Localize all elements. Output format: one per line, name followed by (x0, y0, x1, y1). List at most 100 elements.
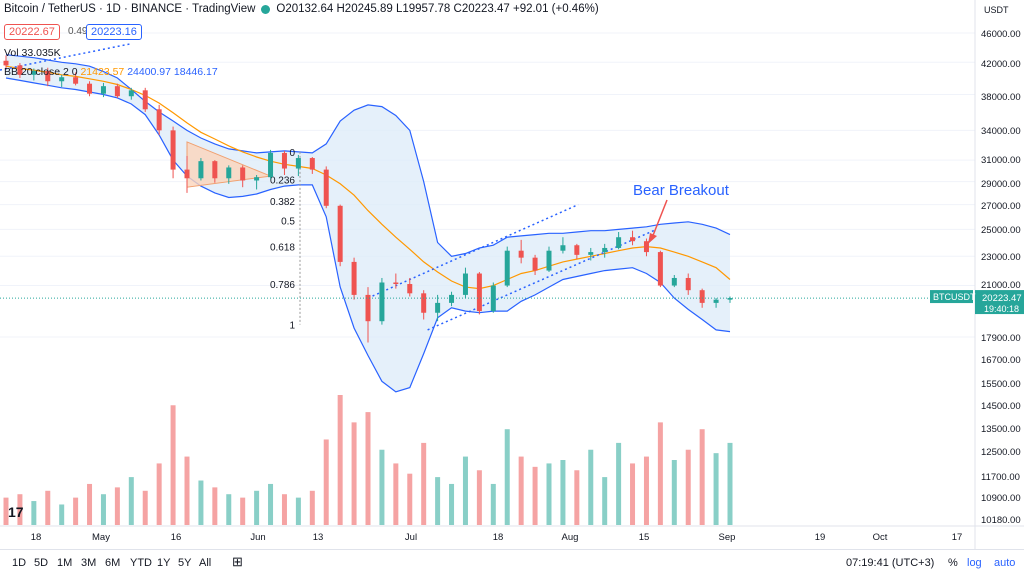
volume-bar (254, 490, 260, 525)
candle-body (240, 167, 246, 181)
candle-body (184, 169, 190, 179)
price-axis-bg (975, 0, 1024, 549)
chart-header: Bitcoin / TetherUS · 1D · BINANCE · Trad… (4, 3, 599, 15)
candle-body (100, 86, 106, 94)
time-tick-label: 18 (493, 532, 504, 543)
volume-bar (560, 460, 566, 525)
candle-body (476, 273, 482, 312)
timeframe-6m[interactable]: 6M (105, 557, 121, 569)
candle-body (462, 273, 468, 295)
time-tick-label: 16 (171, 532, 182, 543)
log-toggle[interactable]: log (967, 557, 982, 569)
candle-body (727, 298, 733, 300)
candle-body (198, 161, 204, 179)
candle-body (295, 158, 301, 169)
volume-bar (421, 442, 427, 525)
bollinger-indicator-label[interactable]: BB 20 close 2 0 21423.57 24400.97 18446.… (4, 66, 218, 78)
volume-bar (128, 477, 134, 525)
fib-level-label: 0.5 (281, 217, 295, 228)
annotation-arrowhead (648, 233, 657, 244)
volume-bar (476, 470, 482, 525)
volume-bar (3, 497, 9, 525)
bollinger-band-fill (6, 54, 730, 392)
price-tick-label: 21000.00 (981, 280, 1021, 291)
symbol-tag-bg (930, 290, 973, 304)
candle-body (309, 158, 315, 170)
volume-bar (87, 483, 93, 525)
candle-body (128, 90, 134, 97)
auto-toggle[interactable]: auto (994, 557, 1016, 569)
volume-bar (31, 501, 37, 525)
volume-bar (699, 429, 705, 525)
timeframe-all[interactable]: All (199, 557, 212, 569)
volume-bar (462, 456, 468, 525)
volume-bar (281, 494, 287, 525)
fib-level-label: 0.236 (270, 175, 295, 186)
candle-body (351, 261, 357, 295)
price-tick-label: 16700.00 (981, 355, 1021, 366)
timeframe-5y[interactable]: 5Y (178, 557, 192, 569)
candle-body (45, 70, 51, 82)
time-tick-label: Sep (719, 532, 736, 543)
timeframe-ytd[interactable]: YTD (130, 557, 152, 569)
volume-bar (240, 497, 246, 525)
clock-readout[interactable]: 07:19:41 (UTC+3) (846, 557, 935, 569)
volume-indicator-label[interactable]: Vol 33.035K (4, 47, 61, 59)
volume-bar (643, 456, 649, 525)
candle-body (630, 237, 636, 242)
candle-body (504, 250, 510, 286)
volume-bar (616, 442, 622, 525)
symbol-title[interactable]: Bitcoin / TetherUS · 1D · BINANCE · Trad… (4, 3, 256, 15)
time-tick-label: May (92, 532, 110, 543)
candle-body (602, 247, 608, 253)
candle-body (31, 70, 37, 75)
candle-body (657, 252, 663, 286)
volume-bar (727, 442, 733, 525)
time-tick-label: 13 (313, 532, 324, 543)
volume-bar (309, 490, 315, 525)
candle-body (532, 257, 538, 271)
candle-body (699, 290, 705, 303)
volume-bar (379, 449, 385, 525)
timeframe-1y[interactable]: 1Y (157, 557, 171, 569)
volume-bar (671, 460, 677, 525)
timeframe-5d[interactable]: 5D (34, 557, 49, 569)
volume-bar (393, 463, 399, 525)
early-trendline (0, 42, 132, 71)
time-tick-label: 17 (952, 532, 963, 543)
timeframe-1m[interactable]: 1M (57, 557, 73, 569)
bear-breakout-annotation: Bear Breakout (633, 182, 730, 199)
price-tick-label: 10900.00 (981, 493, 1021, 504)
timeframe-1d[interactable]: 1D (12, 557, 27, 569)
candle-body (268, 152, 274, 178)
volume-bar (212, 487, 218, 525)
candle-body (142, 90, 148, 110)
price-tick-label: 15500.00 (981, 379, 1021, 390)
candle-body (685, 277, 691, 291)
buy-price-box[interactable]: 20223.16 (86, 24, 142, 40)
candle-body (212, 161, 218, 179)
candle-body (421, 293, 427, 313)
date-range-icon[interactable]: ⊞ (232, 554, 243, 569)
volume-bar (114, 487, 120, 525)
candle-body (407, 284, 413, 294)
time-tick-label: 15 (639, 532, 650, 543)
timeframe-3m[interactable]: 3M (81, 557, 97, 569)
volume-bar (574, 470, 580, 525)
volume-bar (504, 429, 510, 525)
price-tag-value: 20223.47 (982, 293, 1022, 304)
volume-bar (17, 494, 23, 525)
bottom-toolbar: 1D 5D 1M 3M 6M YTD 1Y 5Y All ⊞ 07:19:41 … (0, 549, 1024, 577)
price-countdown: 19:40:18 (984, 304, 1019, 314)
volume-bar (73, 497, 79, 525)
volume-bar (657, 422, 663, 525)
sell-price-box[interactable]: 20222.67 (4, 24, 60, 40)
volume-bar (490, 483, 496, 525)
fib-level-label: 0 (289, 148, 295, 159)
time-tick-label: Aug (562, 532, 579, 543)
candle-body (449, 294, 455, 303)
candle-body (490, 285, 496, 312)
percent-toggle[interactable]: % (948, 557, 958, 569)
